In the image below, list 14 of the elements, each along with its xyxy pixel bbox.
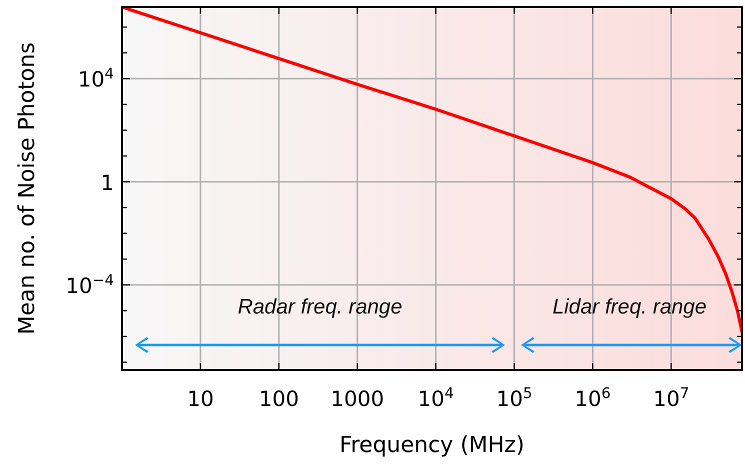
x-tick-label: 1000	[330, 387, 384, 411]
x-axis-title: Frequency (MHz)	[340, 433, 524, 458]
x-tick-label: 10$^{4}$	[418, 384, 454, 411]
x-tick-label: 10$^{5}$	[496, 384, 532, 411]
y-tick-label: 1	[100, 170, 114, 195]
y-axis-title: Mean no. of Noise Photons	[15, 42, 40, 335]
x-tick-label: 10	[187, 387, 214, 411]
y-tick-label: 10$^{4}$	[78, 65, 114, 92]
y-tick-label: 10$^{−4}$	[66, 271, 114, 298]
x-tick-label: 100	[258, 387, 299, 411]
annotation: Radar freq. range	[238, 295, 402, 318]
annotation: Lidar freq. range	[552, 295, 707, 318]
x-tick-label: 10$^{6}$	[574, 384, 611, 411]
x-tick-label: 10$^{7}$	[653, 384, 690, 411]
